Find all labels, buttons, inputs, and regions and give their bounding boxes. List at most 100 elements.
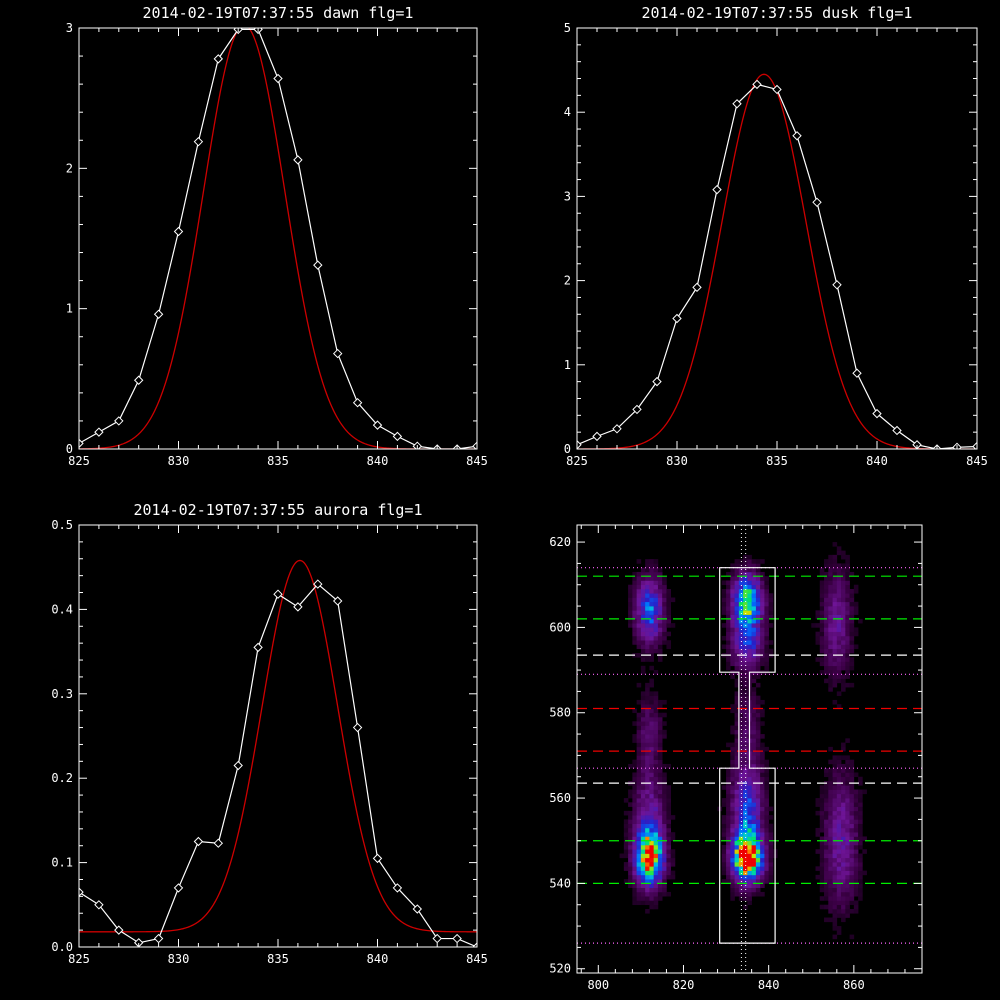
heatmap-pixel: [747, 580, 752, 586]
heatmap-pixel: [743, 606, 748, 611]
heatmap-pixel: [841, 755, 846, 760]
heatmap-pixel: [824, 580, 829, 586]
heatmap-pixel: [657, 857, 663, 863]
heatmap-pixel: [734, 746, 740, 752]
heatmap-pixel: [649, 682, 654, 688]
heatmap-pixel: [666, 819, 671, 824]
heatmap-pixel: [849, 862, 855, 867]
heatmap-pixel: [726, 810, 731, 816]
heatmap-pixel: [760, 849, 765, 854]
heatmap-pixel: [760, 618, 765, 624]
heatmap-pixel: [760, 798, 765, 803]
heatmap-pixel: [760, 742, 765, 748]
data-point: [213, 54, 224, 64]
heatmap-pixel: [828, 653, 833, 658]
heatmap-pixel: [623, 836, 629, 842]
heatmap-pixel: [845, 576, 850, 581]
heatmap-pixel: [836, 571, 842, 577]
heatmap-pixel: [726, 606, 731, 611]
heatmap-pixel: [747, 768, 752, 773]
heatmap-pixel: [832, 887, 838, 893]
heatmap-pixel: [640, 742, 646, 748]
heatmap-pixel: [828, 904, 833, 910]
heatmap-pixel: [858, 857, 863, 863]
heatmap-pixel: [751, 734, 757, 739]
heatmap-pixel: [841, 836, 846, 842]
heatmap-pixel: [760, 627, 765, 632]
heatmap-pixel: [841, 653, 846, 658]
heatmap-pixel: [662, 849, 667, 854]
heatmap-pixel: [645, 708, 650, 714]
heatmap-pixel: [828, 597, 833, 603]
heatmap-pixel: [640, 580, 646, 586]
heatmap-pixel: [751, 849, 757, 854]
heatmap-pixel: [649, 853, 654, 859]
x-tick-label: 830: [666, 454, 688, 468]
heatmap-pixel: [653, 819, 659, 824]
heatmap-pixel: [734, 891, 740, 897]
heatmap-pixel: [640, 708, 646, 714]
heatmap-pixel: [836, 618, 842, 624]
heatmap-pixel: [845, 593, 850, 598]
heatmap-pixel: [649, 559, 654, 564]
heatmap-pixel: [747, 614, 752, 620]
heatmap-pixel: [858, 806, 863, 812]
heatmap-pixel: [755, 776, 761, 782]
data-point: [732, 99, 742, 109]
heatmap-pixel: [832, 926, 838, 931]
heatmap-pixel: [849, 631, 855, 637]
heatmap-pixel: [824, 589, 829, 594]
heatmap-pixel: [734, 763, 740, 769]
heatmap-pixel: [738, 845, 744, 850]
heatmap-pixel: [836, 623, 842, 628]
heatmap-pixel: [751, 576, 757, 581]
heatmap-pixel: [760, 789, 765, 795]
heatmap-pixel: [649, 631, 654, 637]
heatmap-pixel: [738, 870, 744, 876]
heatmap-pixel: [730, 883, 735, 888]
heatmap-pixel: [645, 862, 650, 867]
heatmap-pixel: [836, 665, 842, 671]
heatmap-pixel: [828, 862, 833, 867]
heatmap-pixel: [645, 815, 650, 820]
heatmap-pixel: [730, 729, 735, 735]
heatmap-pixel: [747, 823, 752, 829]
heatmap-pixel: [849, 887, 855, 893]
heatmap-pixel: [670, 832, 676, 837]
heatmap-pixel: [832, 845, 838, 850]
heatmap-pixel: [662, 699, 667, 705]
heatmap-pixel: [751, 746, 757, 752]
heatmap-pixel: [836, 891, 842, 897]
heatmap-pixel: [640, 601, 646, 607]
heatmap-pixel: [640, 836, 646, 842]
heatmap-pixel: [636, 883, 642, 888]
heatmap-pixel: [653, 874, 659, 880]
heatmap-pixel: [636, 631, 642, 637]
heatmap-pixel: [726, 640, 731, 645]
heatmap-pixel: [841, 627, 846, 632]
heatmap-pixel: [640, 695, 646, 701]
heatmap-pixel: [645, 909, 650, 914]
heatmap-pixel: [738, 827, 744, 833]
heatmap-pixel: [657, 729, 663, 735]
heatmap-pixel: [845, 840, 850, 846]
x-tick-label: 830: [168, 952, 190, 966]
heatmap-pixel: [657, 798, 663, 803]
heatmap-pixel: [640, 866, 646, 871]
heatmap-pixel: [645, 768, 650, 773]
heatmap-pixel: [657, 840, 663, 846]
heatmap-pixel: [764, 657, 769, 662]
heatmap-pixel: [649, 729, 654, 735]
heatmap-pixel: [645, 870, 650, 876]
heatmap-pixel: [657, 627, 663, 632]
heatmap-pixel: [730, 827, 735, 833]
heatmap-pixel: [849, 798, 855, 803]
heatmap-pixel: [832, 614, 838, 620]
heatmap-pixel: [819, 879, 825, 884]
heatmap-pixel: [751, 887, 757, 893]
heatmap-pixel: [738, 789, 744, 795]
heatmap-pixel: [764, 798, 769, 803]
data-point: [79, 438, 84, 449]
heatmap-pixel: [836, 785, 842, 790]
heatmap-pixel: [645, 593, 650, 598]
